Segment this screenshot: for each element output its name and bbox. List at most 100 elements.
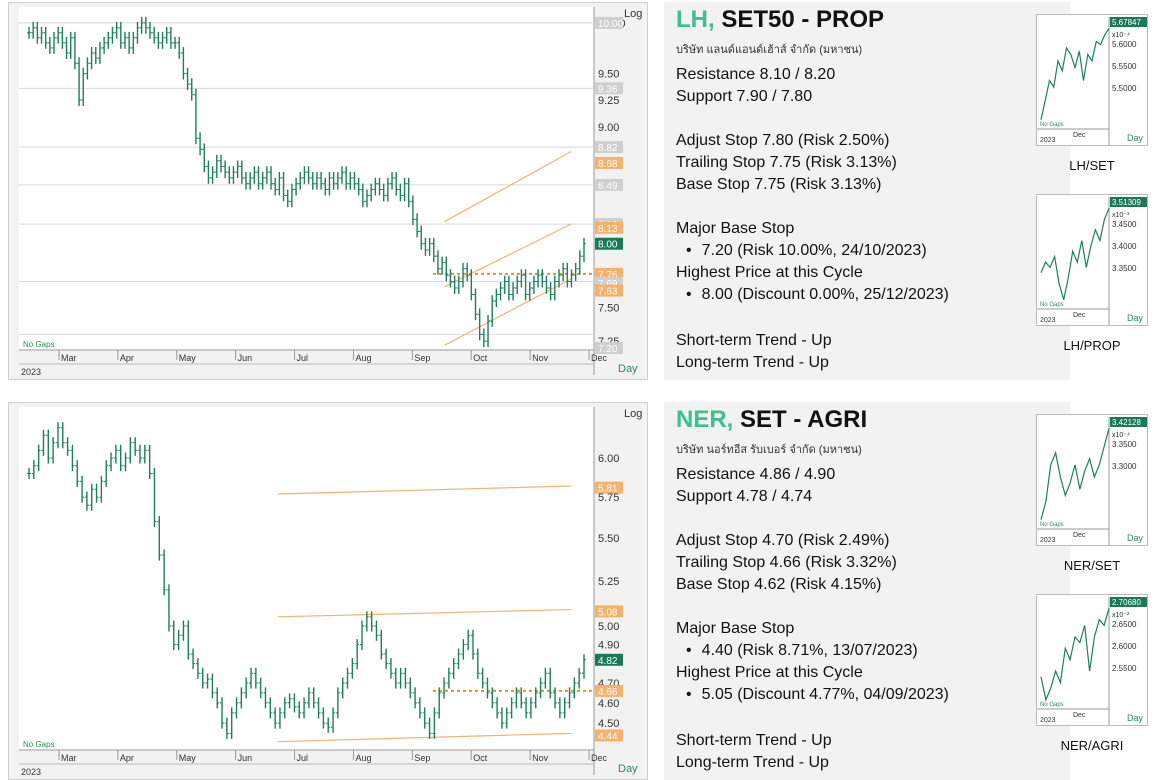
mini-tick-label: 2.6500	[1112, 620, 1137, 629]
y-tick-label: 9.25	[598, 95, 619, 107]
price-chart-svg-ner: 6.005.755.505.255.004.904.704.604.50Log5…	[19, 407, 642, 777]
mini-scale-label: x10⁻²	[1112, 612, 1130, 619]
y-tick-label: 4.60	[598, 698, 619, 710]
price-tag	[595, 481, 623, 494]
no-gaps-label: No Gaps	[23, 740, 55, 749]
ticker: NER,	[676, 406, 734, 433]
plot-area	[19, 407, 594, 750]
mini-period-label: Day	[1127, 313, 1144, 323]
price-tag	[595, 729, 623, 742]
relative-chart-ner-agri: 2.6500 2.6000 2.5500 2.70680 x10⁻² Dec No Gaps…	[1036, 594, 1148, 726]
plot-area	[19, 7, 594, 350]
support-text: Support 4.78 / 4.74	[676, 488, 813, 505]
mini-last-value: 3.42128	[1112, 418, 1141, 427]
mini-tick-label: 3.4000	[1112, 242, 1137, 251]
y-tick-label: 4.50	[598, 718, 619, 730]
price-tag-label: 9.36	[598, 84, 618, 95]
trailing-stop-text: Trailing Stop 4.66 (Risk 3.32%)	[676, 554, 897, 571]
mini-tick-label: 2.5500	[1112, 664, 1137, 673]
price-tag	[595, 82, 623, 95]
resistance-text: Resistance 8.10 / 8.20	[676, 66, 836, 83]
month-label: Apr	[120, 753, 134, 763]
period-label: Day	[618, 763, 638, 775]
relative-chart-label: LH/SET	[1069, 158, 1115, 173]
relative-chart-lh-prop: 3.4500 3.4000 3.3500 3.51309 x10⁻³ Dec No Gaps…	[1036, 194, 1148, 326]
highest-price-value: 5.05 (Discount 4.77%, 04/09/2023)	[686, 686, 949, 704]
price-chart-ner: 6.00 5.75 5.50 5.25 5.00 4.90 4.70 4.60 4.50 Log 5…	[8, 402, 648, 780]
month-label: Mar	[61, 753, 77, 763]
mini-last-value-tag	[1110, 17, 1147, 27]
price-tag-label: 4.66	[598, 687, 618, 698]
mini-month-label: Dec	[1073, 312, 1086, 319]
month-label: Oct	[473, 753, 488, 763]
mini-tick-label: 5.6000	[1112, 40, 1137, 49]
market-sector: SET50 - PROP	[721, 6, 885, 33]
major-base-stop-label: Major Base Stop	[676, 220, 795, 237]
mini-last-value-tag	[1110, 417, 1147, 427]
mini-month-label: Dec	[1073, 532, 1086, 539]
mini-year-label: 2023	[1040, 317, 1056, 324]
price-chart-svg-lh: 10.009.509.259.007.507.25Log10.009.368.8…	[19, 7, 642, 377]
mini-tick-label: 5.5000	[1112, 84, 1137, 93]
trailing-stop-text: Trailing Stop 7.75 (Risk 3.13%)	[676, 154, 897, 171]
month-label: Jul	[297, 353, 309, 363]
price-tag	[595, 684, 623, 697]
price-tag-label: 7.69	[598, 279, 618, 290]
price-tag-label: 4.44	[598, 731, 618, 742]
mini-tick-label: 3.3000	[1112, 462, 1137, 471]
price-tag	[595, 342, 623, 354]
major-base-stop-label: Major Base Stop	[676, 620, 795, 637]
mini-period-label: Day	[1127, 133, 1144, 143]
month-label: Sep	[414, 753, 430, 763]
y-tick-label: 7.50	[598, 303, 619, 315]
highest-price-label: Highest Price at this Cycle	[676, 264, 863, 281]
major-base-stop-value: 7.20 (Risk 10.00%, 24/10/2023)	[686, 242, 927, 260]
month-label: Sep	[414, 353, 430, 363]
price-tag-label: 8.13	[598, 224, 618, 235]
relative-chart-lh-set: 5.6000 5.5500 5.5000 5.67847 x10⁻⁴ Dec No Gaps…	[1036, 14, 1148, 146]
short-term-trend: Short-term Trend - Up	[676, 332, 832, 349]
mini-year-label: 2023	[1040, 537, 1056, 544]
year-label: 2023	[21, 767, 41, 777]
price-tag-label: 8.68	[598, 159, 618, 170]
adjust-stop-text: Adjust Stop 4.70 (Risk 2.49%)	[676, 532, 890, 549]
month-label: Dec	[591, 753, 608, 763]
mini-period-label: Day	[1127, 713, 1144, 723]
price-tag	[595, 16, 623, 29]
highest-price-value: 8.00 (Discount 0.00%, 25/12/2023)	[686, 286, 949, 304]
mini-tick-label: 3.4500	[1112, 220, 1137, 229]
year-label: 2023	[21, 367, 41, 377]
mini-no-gaps-label: No Gaps	[1040, 302, 1064, 308]
mini-scale-label: x10⁻⁴	[1112, 32, 1130, 39]
month-label: Oct	[473, 353, 488, 363]
support-text: Support 7.90 / 7.80	[676, 88, 813, 105]
trend-channel-line	[277, 608, 572, 618]
y-tick-label: 4.90	[598, 640, 619, 652]
adjust-stop-text: Adjust Stop 7.80 (Risk 2.50%)	[676, 132, 890, 149]
mini-month-label: Dec	[1073, 712, 1086, 719]
month-label: Jun	[238, 753, 253, 763]
price-tag-label: 10.00	[598, 19, 623, 30]
price-chart-lh: 10.009.509.259.007.507.25Log10.009.368.8…	[8, 2, 648, 380]
month-label: Jul	[297, 753, 309, 763]
relative-strength-line	[1040, 27, 1110, 120]
month-label: Nov	[532, 753, 549, 763]
period-label: Day	[618, 363, 638, 375]
y-tick-label: 5.00	[598, 621, 619, 633]
price-tag-label: 7.76	[598, 270, 618, 281]
relative-chart-label: NER/SET	[1063, 558, 1121, 573]
stock-title: NER, SET - AGRI	[676, 406, 867, 434]
company-name: บริษัท แลนด์แอนด์เฮ้าส์ จำกัด (มหาชน)	[676, 44, 863, 56]
mini-last-value: 2.70680	[1112, 598, 1141, 607]
mini-scale-label: x10⁻³	[1112, 212, 1130, 219]
price-tag-label: 7.20	[598, 344, 618, 355]
major-base-stop-value: 4.40 (Risk 8.71%, 13/07/2023)	[686, 642, 918, 660]
mini-no-gaps-label: No Gaps	[1040, 702, 1064, 708]
price-tag-label: 8.00	[598, 240, 618, 251]
mini-last-value-tag	[1110, 197, 1147, 207]
mini-year-label: 2023	[1040, 137, 1056, 144]
ticker: LH,	[676, 6, 715, 33]
market-sector: SET - AGRI	[740, 406, 868, 433]
log-scale-label: Log	[624, 408, 642, 420]
mini-year-label: 2023	[1040, 717, 1056, 724]
